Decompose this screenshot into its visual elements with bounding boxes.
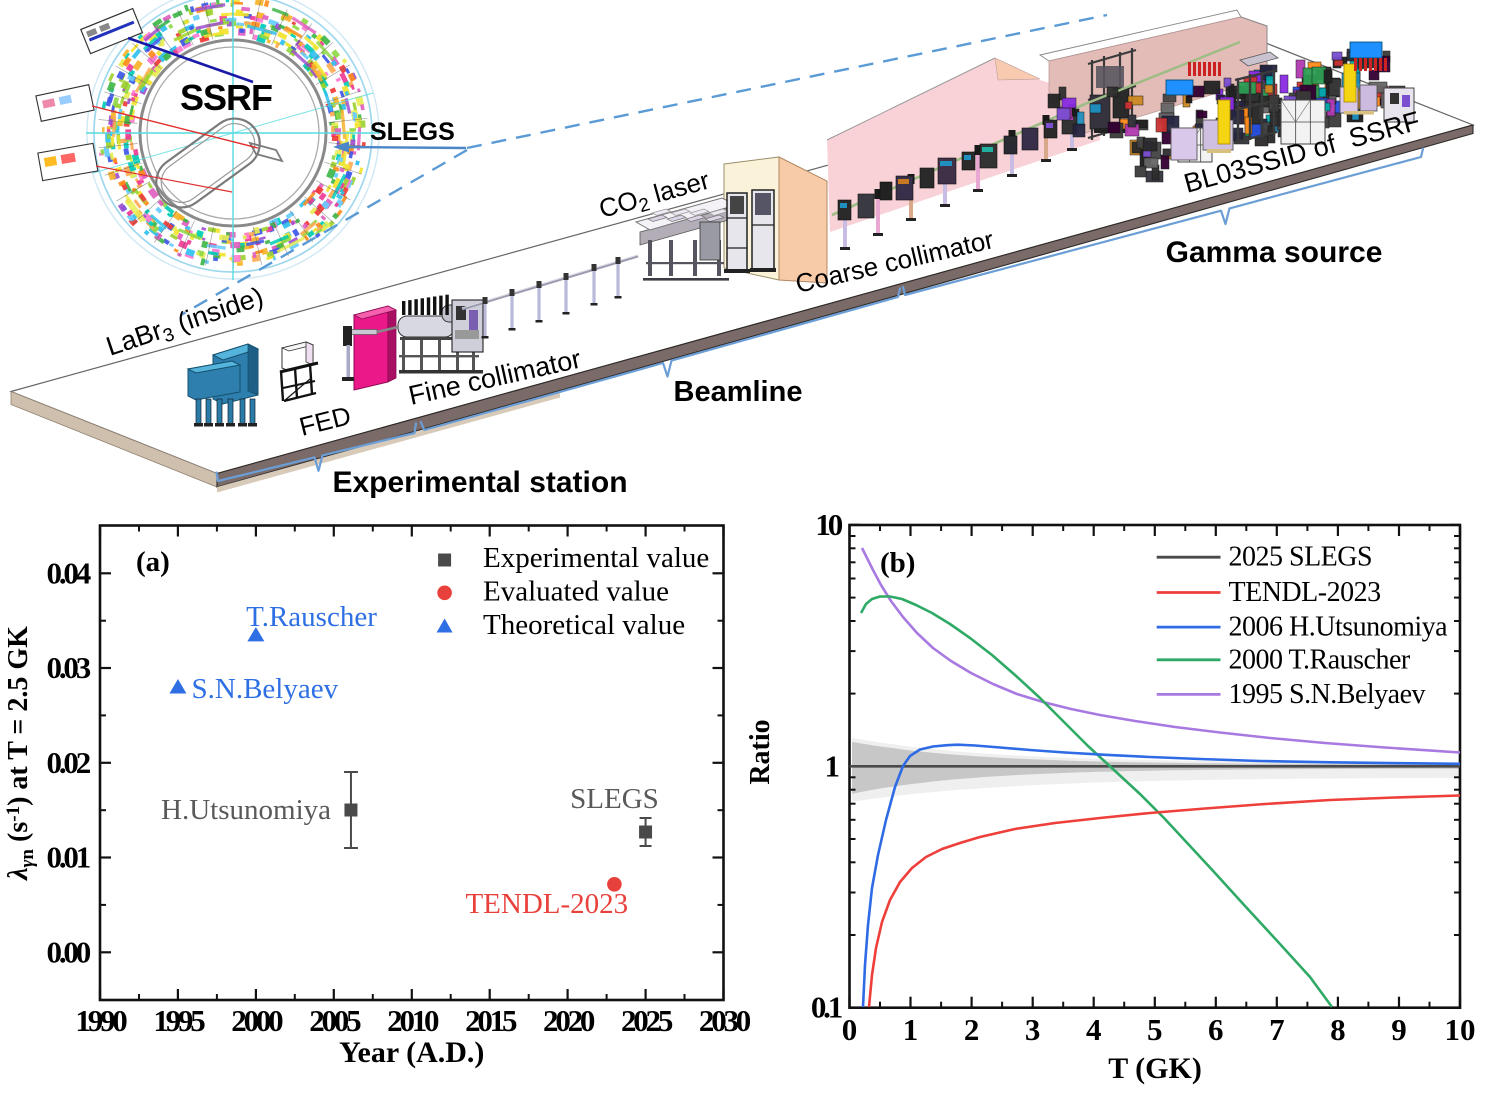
svg-text:H.Utsunomiya: H.Utsunomiya (161, 794, 331, 826)
svg-text:1: 1 (825, 748, 841, 783)
svg-text:Beamline: Beamline (674, 376, 803, 408)
svg-text:0.03: 0.03 (47, 650, 91, 685)
svg-text:2000: 2000 (231, 1003, 283, 1038)
svg-text:9: 9 (1391, 1012, 1407, 1047)
svg-text:Theoretical value: Theoretical value (483, 609, 685, 641)
svg-text:2020: 2020 (543, 1003, 595, 1038)
svg-text:0.00: 0.00 (47, 934, 91, 969)
svg-text:T (GK): T (GK) (1108, 1052, 1202, 1085)
svg-text:2015: 2015 (465, 1003, 517, 1038)
svg-text:10: 10 (815, 507, 842, 542)
svg-text:0: 0 (842, 1012, 858, 1047)
svg-text:λγn (s-1) at T = 2.5 GK: λγn (s-1) at T = 2.5 GK (3, 626, 38, 881)
svg-text:4: 4 (1086, 1012, 1102, 1047)
svg-text:2025: 2025 (621, 1003, 673, 1038)
svg-text:2: 2 (964, 1012, 980, 1047)
svg-text:0.1: 0.1 (811, 990, 842, 1025)
svg-text:7: 7 (1269, 1012, 1285, 1047)
svg-text:Experimental value: Experimental value (483, 542, 709, 574)
svg-text:2000 T.Rauscher: 2000 T.Rauscher (1229, 644, 1411, 675)
svg-text:T.Rauscher: T.Rauscher (246, 601, 377, 633)
svg-text:6: 6 (1208, 1012, 1224, 1047)
svg-text:TENDL-2023: TENDL-2023 (465, 888, 628, 920)
svg-text:SLEGS: SLEGS (570, 783, 659, 815)
svg-text:Ratio: Ratio (745, 719, 776, 784)
svg-text:8: 8 (1330, 1012, 1346, 1047)
svg-text:5: 5 (1147, 1012, 1163, 1047)
svg-text:(b): (b) (880, 547, 915, 579)
svg-text:0.04: 0.04 (47, 555, 91, 590)
svg-text:2010: 2010 (387, 1003, 439, 1038)
svg-text:SLEGS: SLEGS (370, 118, 455, 146)
svg-text:Year (A.D.): Year (A.D.) (339, 1036, 484, 1069)
svg-text:2006 H.Utsunomiya: 2006 H.Utsunomiya (1229, 612, 1449, 643)
svg-text:Evaluated value: Evaluated value (483, 576, 669, 608)
svg-text:SSRF: SSRF (180, 77, 272, 118)
svg-text:3: 3 (1025, 1012, 1041, 1047)
svg-text:1995 S.N.Belyaev: 1995 S.N.Belyaev (1229, 679, 1426, 710)
svg-text:0.01: 0.01 (47, 840, 90, 875)
svg-text:2005: 2005 (309, 1003, 361, 1038)
svg-text:Gamma source: Gamma source (1166, 236, 1383, 269)
svg-text:1995: 1995 (153, 1003, 205, 1038)
svg-text:(a): (a) (136, 546, 170, 578)
svg-text:1: 1 (903, 1012, 919, 1047)
svg-text:10: 10 (1445, 1012, 1476, 1047)
svg-text:2030: 2030 (699, 1003, 751, 1038)
svg-text:Experimental station: Experimental station (332, 466, 627, 499)
svg-text:TENDL-2023: TENDL-2023 (1229, 577, 1381, 608)
svg-text:S.N.Belyaev: S.N.Belyaev (192, 673, 339, 705)
svg-text:1990: 1990 (75, 1003, 127, 1038)
svg-text:0.02: 0.02 (47, 745, 91, 780)
svg-text:2025 SLEGS: 2025 SLEGS (1229, 542, 1373, 573)
